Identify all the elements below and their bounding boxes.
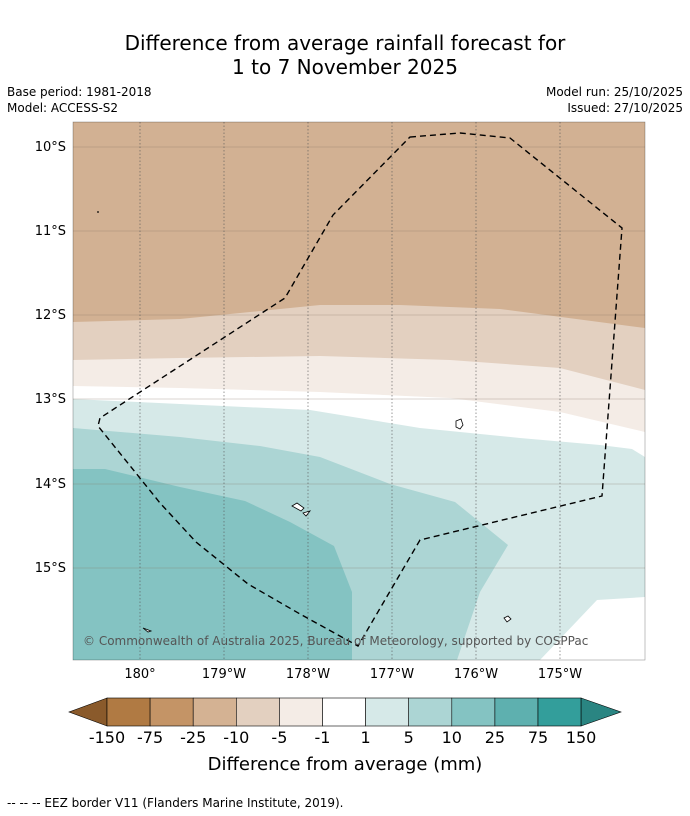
longitude-gridlines [139,122,561,660]
model-name: Model: ACCESS-S2 [7,101,119,115]
latitude-gridlines [73,146,645,569]
lon-label: 180° [124,667,155,682]
colorbar-tick-label: 10 [442,728,462,747]
colorbar-tick-label: -1 [315,728,331,747]
lon-label: 176°W [454,667,498,682]
colorbar-tick-label: -5 [271,728,287,747]
colorbar-title: Difference from average (mm) [208,754,483,775]
issued-date: Issued: 27/10/2025 [567,101,683,115]
eez-legend-note: -- -- -- EEZ border V11 (Flanders Marine… [7,796,344,810]
colorbar-tick-label: 1 [361,728,371,747]
colorbar-tick-label: 25 [485,728,505,747]
colorbar-tick-label: -75 [137,728,163,747]
colorbar-tick-label: -10 [223,728,249,747]
colorbar-segment [322,697,366,727]
colorbar-tick-label: 5 [404,728,414,747]
title-line-1: Difference from average rainfall forecas… [124,31,566,55]
colorbar-arrow-left [68,697,108,727]
base-period: Base period: 1981-2018 [7,85,152,99]
colorbar-tick-label: 75 [528,728,548,747]
lat-label: 13°S [35,392,66,407]
copyright-notice: © Commonwealth of Australia 2025, Bureau… [83,634,588,648]
colorbar-segment [106,697,151,727]
lat-label: 12°S [35,308,66,323]
lat-label: 11°S [35,224,66,239]
island-outline [291,502,305,512]
colorbar-ticks: -150 -75 -25 -10 -5 -1 1 5 10 25 75 150 [89,728,597,747]
colorbar-segment [365,697,410,727]
lon-label: 179°W [202,667,246,682]
colorbar-tick-label: -25 [180,728,206,747]
model-run: Model run: 25/10/2025 [545,85,683,99]
longitude-labels: 180° 179°W 178°W 177°W 176°W 175°W [124,667,582,682]
colorbar-segment [236,697,280,727]
colorbar-arrow-right [580,697,622,727]
colorbar-segment [149,697,194,727]
island-outline [142,627,153,633]
colorbar-tick-label: 150 [566,728,597,747]
lon-label: 178°W [286,667,330,682]
eez-border [97,132,623,647]
colorbar-segment [279,697,323,727]
lon-label: 177°W [370,667,414,682]
colorbar [68,697,622,727]
island-dot [97,211,99,213]
latitude-labels: 10°S 11°S 12°S 13°S 14°S 15°S [35,140,66,576]
rainfall-map [73,122,645,660]
island-outline [455,418,464,430]
colorbar-segment [537,697,582,727]
colorbar-segment [408,697,453,727]
lat-label: 15°S [35,561,66,576]
map-frame [72,121,646,661]
island-outline [302,510,312,517]
colorbar-segment [192,697,237,727]
island-outline [503,615,512,623]
colorbar-segment [451,697,496,727]
meta-right: Model run: 25/10/2025 Issued: 27/10/2025 [546,84,683,116]
band-10-25 [73,469,352,660]
title-line-2: 1 to 7 November 2025 [232,55,458,79]
colorbar-tick-label: -150 [89,728,125,747]
lon-label: 175°W [538,667,582,682]
lat-label: 10°S [35,140,66,155]
lat-label: 14°S [35,477,66,492]
colorbar-segment [494,697,539,727]
meta-left: Base period: 1981-2018 Model: ACCESS-S2 [7,84,152,116]
